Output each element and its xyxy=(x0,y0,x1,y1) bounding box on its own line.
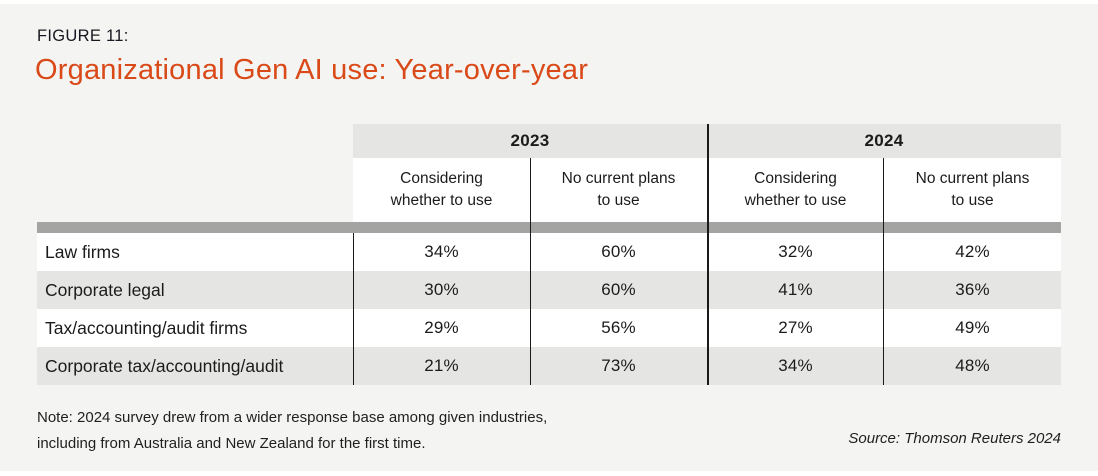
table-cell: 30% xyxy=(353,271,530,309)
figure-title: Organizational Gen AI use: Year-over-yea… xyxy=(35,54,589,86)
table-cell: 60% xyxy=(530,233,707,271)
table-cell: 21% xyxy=(353,347,530,385)
footnote: Note: 2024 survey drew from a wider resp… xyxy=(37,405,547,457)
table-cell: 56% xyxy=(530,309,707,347)
row-label-tax-accounting-audit-firms: Tax/accounting/audit firms xyxy=(37,309,353,347)
table-cell: 42% xyxy=(884,233,1061,271)
column-header-2024-considering: Considering whether to use xyxy=(707,158,884,222)
table-cell: 73% xyxy=(530,347,707,385)
divider-2024-columns xyxy=(883,158,884,385)
header-separator-bar xyxy=(37,222,1061,233)
table-cell: 48% xyxy=(884,347,1061,385)
table-cell: 36% xyxy=(884,271,1061,309)
table-cell: 32% xyxy=(707,233,884,271)
footnote-line-1: Note: 2024 survey drew from a wider resp… xyxy=(37,409,548,426)
source-attribution: Source: Thomson Reuters 2024 xyxy=(848,430,1061,447)
row-label-law-firms: Law firms xyxy=(37,233,353,271)
table-cell: 41% xyxy=(707,271,884,309)
column-header-2023-considering: Considering whether to use xyxy=(353,158,530,222)
subheader-row-spacer xyxy=(37,158,353,222)
gen-ai-use-table: 2023 2024 Considering whether to use No … xyxy=(37,124,1061,385)
year-header-2023: 2023 xyxy=(353,124,707,158)
column-header-2024-no-plans: No current plans to use xyxy=(884,158,1061,222)
table-cell: 29% xyxy=(353,309,530,347)
row-label-corporate-tax-accounting-audit: Corporate tax/accounting/audit xyxy=(37,347,353,385)
table-cell: 27% xyxy=(707,309,884,347)
table-cell: 60% xyxy=(530,271,707,309)
figure-number-label: FIGURE 11: xyxy=(37,27,129,45)
column-header-2023-no-plans: No current plans to use xyxy=(530,158,707,222)
divider-year-groups xyxy=(707,124,709,385)
year-row-spacer xyxy=(37,124,353,158)
footnote-line-2: including from Australia and New Zealand… xyxy=(37,435,426,452)
table-cell: 49% xyxy=(884,309,1061,347)
year-header-2024: 2024 xyxy=(707,124,1061,158)
divider-2023-columns xyxy=(530,158,531,385)
row-label-corporate-legal: Corporate legal xyxy=(37,271,353,309)
table-cell: 34% xyxy=(707,347,884,385)
divider-labels-data xyxy=(353,233,354,385)
table-cell: 34% xyxy=(353,233,530,271)
